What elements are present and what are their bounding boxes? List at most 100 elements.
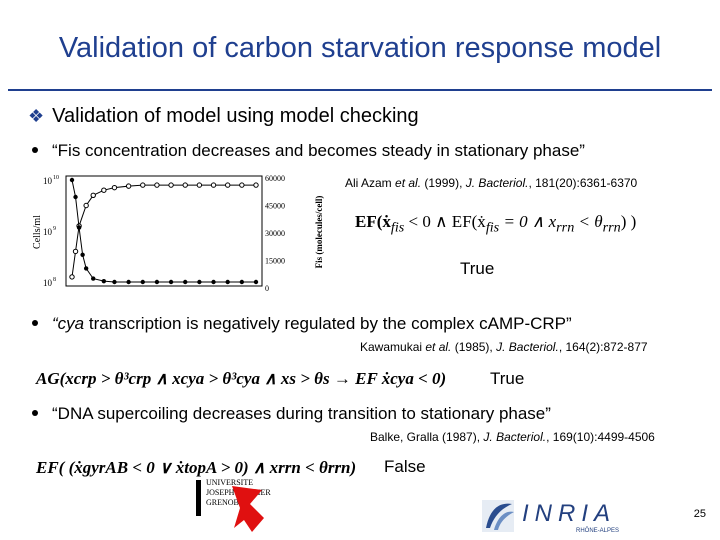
item-1-formula: EF(ẋfis < 0 ∧ EF(ẋfis = 0 ∧ xrrn < θrrn)… <box>355 212 636 236</box>
chart-point-cells <box>196 182 203 188</box>
item-2-result: True <box>490 369 525 388</box>
chart-point-fis <box>83 266 89 271</box>
item-3-ref: Balke, Gralla (1987), J. Bacteriol., 169… <box>370 430 655 444</box>
chart-point-fis <box>197 279 202 285</box>
item-3-ref-authors: Balke, Gralla (1987), <box>370 430 481 444</box>
univ-line-3: GRENOBLE <box>206 498 249 507</box>
chart-left-tick-exp: 9 <box>53 226 56 232</box>
item-3-quote-text: “DNA supercoiling decreases during trans… <box>52 404 551 423</box>
chart-series-fis-line <box>71 179 256 283</box>
chart-point-fis <box>211 279 216 285</box>
item-1-quote-text: “Fis concentration decreases and becomes… <box>52 141 585 160</box>
slide-title: Validation of carbon starvation response… <box>58 32 662 64</box>
f1-part-7: < θ <box>574 212 603 231</box>
item-3-formula: EF( (ẋgyrAB < 0 ∨ ẋtopA > 0) ∧ xrrn < θr… <box>36 458 356 478</box>
main-bullet-text: Validation of model using model checking <box>52 105 419 127</box>
chart-point-fis <box>101 278 107 284</box>
chart-point-cells <box>140 182 146 188</box>
main-bullet: ❖ Validation of model using model checkin… <box>28 105 419 128</box>
bullet-dot-icon <box>32 409 38 416</box>
f1-part-2: fis <box>390 219 405 236</box>
item-3-result: False <box>384 457 426 476</box>
item-2-ref: Kawamukai et al. (1985), J. Bacteriol., … <box>360 340 648 354</box>
item-1-result: True <box>460 259 495 278</box>
chart-left-tick: 10 <box>43 176 53 186</box>
chart-point-cells <box>253 182 259 188</box>
chart-point-cells <box>72 248 79 255</box>
chart-right-tick: 30000 <box>265 229 285 238</box>
chart-point-cells <box>83 202 89 209</box>
item-2-ref-journal: J. Bacteriol. <box>496 340 559 354</box>
f1-part-4: fis <box>485 219 500 236</box>
chart-point-fis <box>76 225 82 230</box>
chart-point-cells <box>239 182 245 188</box>
fis-chart: Cells/ml Fis (molecules/cell) 10 10 10 9 10 8 60… <box>30 170 330 293</box>
chart-point-fis <box>154 279 160 285</box>
f1-part-5: = 0 ∧ x <box>499 212 557 231</box>
chart-point-cells <box>154 182 160 188</box>
chart-point-fis <box>91 276 96 281</box>
item-2-formula: AG(xcrp > θ³crp ∧ xcya > θ³cya ∧ xs > θs… <box>36 369 446 389</box>
f1-part-1: EF(ẋ <box>355 212 391 231</box>
chart-frame <box>65 175 263 287</box>
inria-emblem-icon <box>482 500 514 532</box>
bullet-dot-icon <box>32 146 38 153</box>
chart-point-cells <box>224 182 231 188</box>
item-1-ref-rest: , 181(20):6361-6370 <box>528 176 638 190</box>
inria-logo: INRIA RHÔNE-ALPES <box>480 496 650 536</box>
chart-left-tick-exp: 8 <box>53 277 56 283</box>
item-2-ref-etal: et al. <box>425 340 452 354</box>
chart-left-tick-exp: 10 <box>53 175 59 181</box>
chart-point-cells <box>69 274 75 280</box>
title-rule <box>8 89 712 91</box>
chart-point-fis <box>253 279 259 285</box>
item-2-quote-rest: transcription is negatively regulated by… <box>84 314 572 333</box>
chart-point-cells <box>182 182 188 188</box>
chart-point-fis <box>225 279 230 285</box>
item-2-quote: “cya transcription is negatively regulat… <box>32 314 572 334</box>
inria-wordmark: INRIA <box>522 500 617 527</box>
bullet-dot-icon <box>32 319 38 326</box>
item-1-ref-journal: J. Bacteriol. <box>465 176 529 190</box>
chart-left-tick: 10 <box>43 227 53 237</box>
chart-right-tick: 0 <box>265 284 269 292</box>
item-2-ref-authors: Kawamukai <box>360 340 423 354</box>
chart-right-tick: 45000 <box>265 202 285 211</box>
checkmark-bullet-icon: ❖ <box>28 106 45 126</box>
university-red-symbol-icon <box>232 486 264 532</box>
item-1-ref-authors: Ali Azam <box>345 176 392 190</box>
f1-part-6: rrn <box>556 219 575 236</box>
page-number: 25 <box>693 508 706 520</box>
item-2-ref-year: (1985), <box>454 340 493 354</box>
item-3-ref-journal: J. Bacteriol. <box>483 430 547 444</box>
chart-left-tick: 10 <box>43 278 53 288</box>
item-1-ref-etal: et al. <box>395 176 422 190</box>
chart-point-cells <box>125 183 132 189</box>
university-logo: UNIVERSITE JOSEPH FOURIER GRENOBLE <box>196 478 286 534</box>
chart-right-tick: 60000 <box>265 174 285 183</box>
chart-point-fis <box>80 252 85 257</box>
item-2-quote-italic: “cya <box>52 314 85 333</box>
item-2-ref-rest: , 164(2):872-877 <box>558 340 648 354</box>
chart-point-fis <box>73 194 78 200</box>
item-3-formula-text: EF( (ẋgyrAB < 0 ∨ ẋtopA > 0) ∧ xrrn < θr… <box>36 458 357 477</box>
chart-point-cells <box>168 182 174 188</box>
f1-part-3: < 0 ∧ EF(ẋ <box>404 212 486 231</box>
item-2-formula-text: AG(xcrp > θ³crp ∧ xcya > θ³cya ∧ xs > θs… <box>36 369 447 388</box>
item-1-quote: “Fis concentration decreases and becomes… <box>32 141 585 161</box>
item-3-ref-rest: , 169(10):4499-4506 <box>546 430 655 444</box>
f1-part-9: ) ) <box>620 212 637 231</box>
chart-point-fis <box>69 177 75 183</box>
item-1-ref: Ali Azam et al. (1999), J. Bacteriol., 1… <box>345 176 637 190</box>
chart-point-fis <box>239 279 245 285</box>
chart-point-fis <box>140 279 145 285</box>
chart-point-cells <box>90 192 96 198</box>
chart-ylabel-left: Cells/ml <box>32 215 43 249</box>
item-3-quote: “DNA supercoiling decreases during trans… <box>32 404 551 424</box>
chart-point-fis <box>183 279 188 285</box>
chart-point-fis <box>126 279 131 285</box>
f1-part-8: rrn <box>602 219 621 236</box>
chart-ylabel-right: Fis (molecules/cell) <box>314 196 324 269</box>
univ-line-1: UNIVERSITE <box>206 478 254 487</box>
